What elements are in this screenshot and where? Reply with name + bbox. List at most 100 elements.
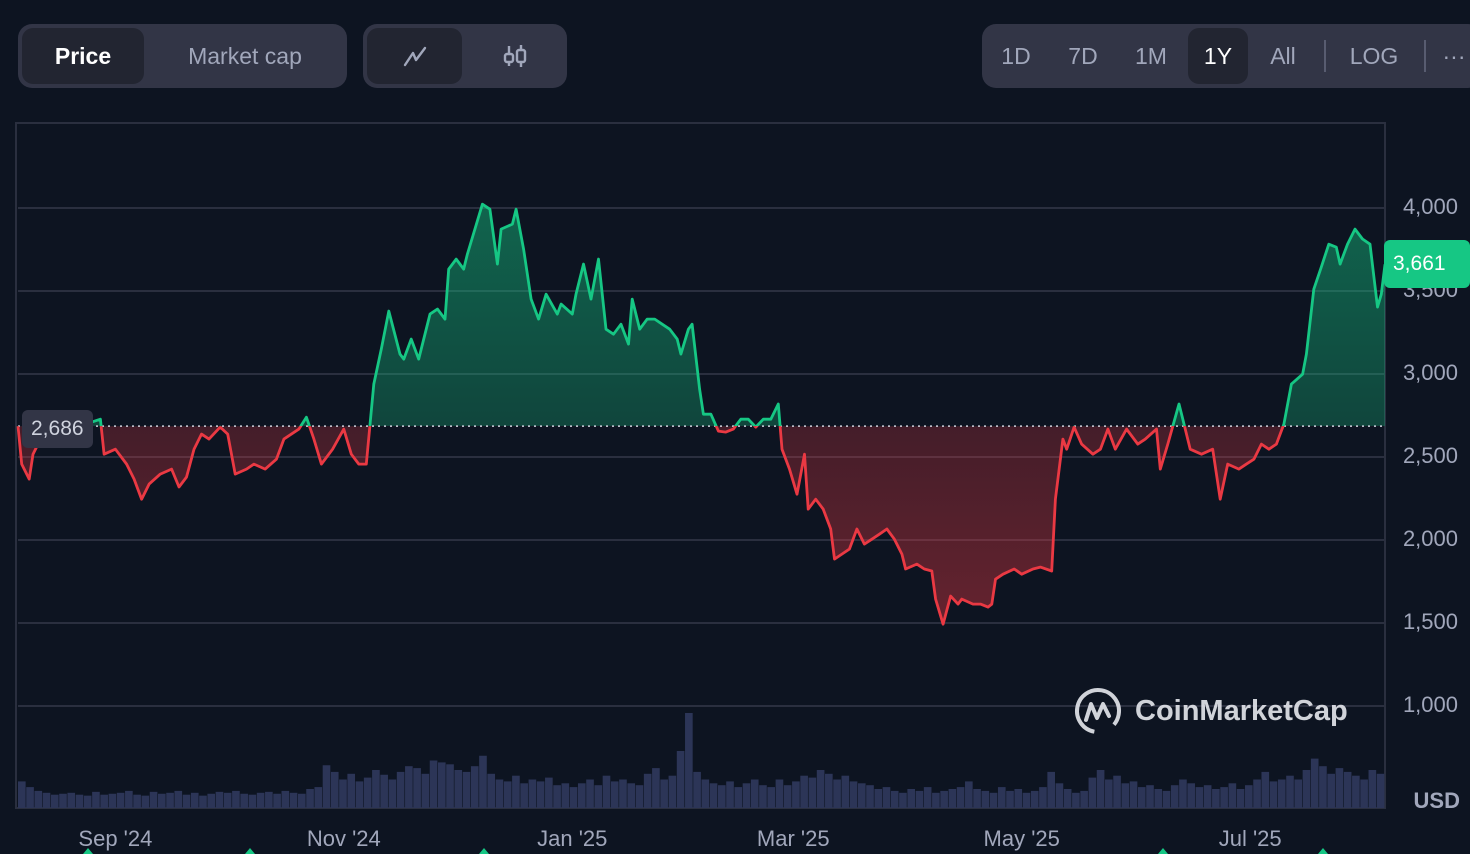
volume-bar	[157, 793, 166, 808]
volume-bar	[396, 771, 405, 808]
volume-bar	[693, 771, 701, 808]
volume-bar	[512, 775, 520, 808]
currency-label: USD	[1413, 788, 1460, 813]
current-price-label: 3,661	[1384, 240, 1470, 288]
volume-bar	[750, 779, 759, 808]
volume-bar	[676, 751, 685, 808]
volume-bar	[339, 779, 347, 808]
volume-bar	[915, 790, 924, 808]
volume-bar	[1063, 789, 1072, 808]
volume-bar	[380, 774, 388, 808]
candlestick-button[interactable]	[467, 28, 563, 84]
volume-bar	[997, 787, 1006, 808]
volume-bar	[643, 773, 652, 808]
candlestick-icon	[503, 45, 527, 67]
tab-market-cap[interactable]: Market cap	[188, 42, 302, 69]
volume-bar	[405, 766, 413, 808]
volume-bar	[1187, 783, 1195, 808]
x-tick-label: Mar '25	[756, 826, 830, 851]
volume-bar	[866, 785, 874, 808]
volume-bar	[610, 781, 619, 808]
volume-bar	[470, 766, 479, 808]
volume-bar	[223, 792, 232, 808]
volume-bar	[437, 762, 446, 808]
tab-price[interactable]: Price	[22, 28, 144, 84]
range-1d[interactable]: 1D	[1001, 42, 1031, 69]
volume-bar	[586, 779, 594, 808]
volume-bar	[248, 794, 257, 808]
range-1m[interactable]: 1M	[1135, 42, 1167, 69]
volume-bar	[133, 794, 141, 808]
line-chart-button[interactable]	[367, 28, 462, 84]
volume-bar	[149, 791, 158, 808]
volume-bar	[75, 794, 84, 808]
volume-bar	[503, 781, 512, 808]
price-line-up	[17, 202, 1387, 427]
range-all[interactable]: All	[1270, 42, 1296, 69]
volume-bar	[1228, 783, 1237, 808]
volume-bar	[166, 792, 174, 808]
volume-bar	[1203, 785, 1212, 808]
volume-bar	[265, 791, 273, 808]
volume-bar	[965, 781, 973, 808]
volume-bar	[1253, 779, 1261, 808]
volume-bar	[1137, 787, 1146, 808]
volume-bar	[1310, 758, 1319, 808]
volume-bar	[1360, 779, 1368, 808]
volume-bar	[577, 783, 586, 808]
volume-bar	[1269, 781, 1278, 808]
volume-bar	[569, 787, 578, 808]
volume-bar	[454, 770, 463, 808]
volume-bar	[923, 787, 932, 808]
volume-bar	[92, 791, 100, 808]
volume-bar	[108, 793, 117, 808]
volume-bar	[808, 777, 817, 808]
area-above-baseline	[18, 204, 1385, 427]
volume-bar	[141, 795, 150, 808]
volume-bar	[1006, 790, 1014, 808]
volume-bar	[1080, 790, 1088, 808]
chart-type-toggle	[363, 24, 567, 88]
watermark-text: CoinMarketCap	[1135, 694, 1348, 727]
volume-bar	[759, 785, 767, 808]
volume-bar	[429, 760, 438, 808]
volume-bar	[874, 789, 883, 808]
volume-bar	[800, 775, 808, 808]
volume-bar	[372, 770, 380, 808]
volume-bar	[199, 795, 207, 808]
volume-bar	[42, 792, 51, 808]
volume-bar	[1146, 785, 1154, 808]
volume-bar	[932, 792, 940, 808]
y-tick-label: 2,500	[1402, 443, 1458, 468]
x-tick-label: Jan '25	[537, 826, 608, 851]
volume-bar	[18, 781, 26, 808]
more-button[interactable]: ···	[1442, 42, 1466, 69]
volume-bar	[1121, 783, 1130, 808]
range-1y[interactable]: 1Y	[1188, 28, 1248, 84]
volume-bar	[67, 792, 76, 808]
volume-bar	[1294, 779, 1303, 808]
volume-bar	[1335, 768, 1344, 808]
volume-bar	[841, 775, 850, 808]
log-toggle[interactable]: LOG	[1349, 42, 1399, 69]
volume-bar	[948, 789, 957, 808]
volume-bar	[1343, 771, 1352, 808]
volume-bar	[215, 791, 224, 808]
volume-bar	[890, 790, 899, 808]
volume-bar	[899, 792, 907, 808]
y-tick-label: 1,000	[1402, 692, 1458, 717]
volume-bar	[668, 775, 677, 808]
volume-bar	[775, 779, 784, 808]
volume-bar	[1302, 770, 1311, 808]
divider	[1424, 40, 1426, 72]
x-tick-label: Jul '25	[1218, 826, 1282, 851]
volume-bar	[981, 790, 990, 808]
volume-bar	[940, 790, 948, 808]
volume-bar	[1261, 771, 1270, 808]
area-below-baseline	[18, 426, 1385, 625]
coinmarketcap-logo-icon	[1075, 688, 1121, 734]
volume-bar	[1105, 779, 1113, 808]
range-7d[interactable]: 7D	[1068, 42, 1098, 69]
volume-bar	[907, 789, 916, 808]
